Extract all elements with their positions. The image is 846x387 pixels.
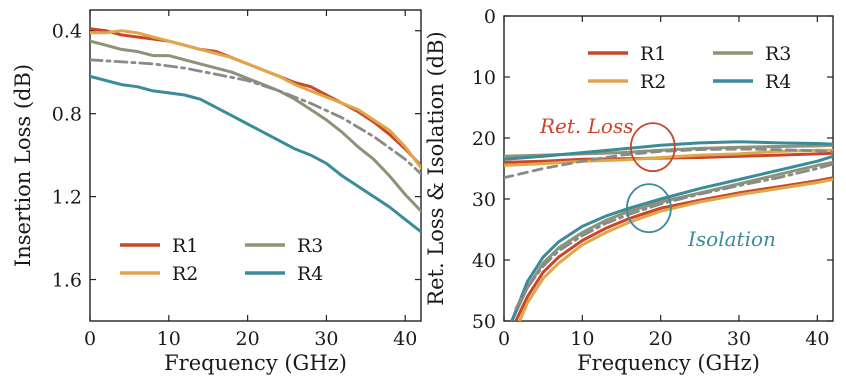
series-group bbox=[90, 27, 421, 234]
series-group bbox=[504, 140, 833, 321]
legend-label: R3 bbox=[297, 235, 323, 257]
series-line-model bbox=[90, 58, 421, 176]
return-loss-annotation: Ret. Loss bbox=[539, 114, 634, 138]
legend-label: R3 bbox=[765, 43, 791, 65]
y-tick-label: 40 bbox=[472, 250, 496, 272]
y-axis-label: Insertion Loss (dB) bbox=[11, 64, 35, 267]
y-tick-label: 1.6 bbox=[52, 270, 82, 292]
series-line-r1 bbox=[90, 27, 421, 167]
return-loss-isolation-chart: 0 10 20 30 40 0 10 20 30 40 50 Frequency (GHz) Ret. … bbox=[424, 6, 834, 375]
x-tick-label: 30 bbox=[727, 328, 751, 350]
x-tick-label: 30 bbox=[314, 328, 338, 350]
series-line-r4-isolation bbox=[510, 154, 833, 321]
x-tick-label: 20 bbox=[236, 328, 260, 350]
plot-frame bbox=[503, 15, 834, 322]
series-line-model-return-loss-model bbox=[504, 147, 833, 180]
insertion-loss-chart: 0 10 20 30 40 0.4 0.8 1.2 1.6 Frequency (GHz) Inse… bbox=[11, 9, 422, 375]
series-line-r4 bbox=[90, 74, 421, 234]
series-line-r2-isolation bbox=[518, 178, 833, 321]
legend-label: R1 bbox=[172, 235, 198, 257]
x-tick-label: 0 bbox=[84, 328, 96, 350]
legend-label: R1 bbox=[640, 43, 666, 65]
x-tick-label: 10 bbox=[157, 328, 181, 350]
x-tick-label: 20 bbox=[649, 328, 673, 350]
y-tick-label: 0 bbox=[484, 6, 496, 28]
series-line-r2 bbox=[90, 29, 421, 170]
legend-label: R4 bbox=[765, 71, 791, 93]
x-tick-label: 40 bbox=[393, 328, 417, 350]
x-axis-label: Frequency (GHz) bbox=[577, 351, 760, 375]
y-tick-label: 0.8 bbox=[52, 104, 82, 126]
series-line-r4-return-loss bbox=[504, 140, 833, 161]
x-tick-label: 40 bbox=[805, 328, 829, 350]
series-line-model-isolation-model bbox=[514, 162, 833, 311]
y-tick-label: 30 bbox=[472, 189, 496, 211]
y-tick-label: 10 bbox=[472, 67, 496, 89]
legend: R1 R2 R3 R4 bbox=[588, 43, 791, 93]
y-tick-label: 50 bbox=[472, 311, 496, 333]
series-line-r3 bbox=[90, 39, 421, 213]
y-tick-label: 20 bbox=[472, 128, 496, 150]
y-axis-label: Ret. Loss & Isolation (dB) bbox=[424, 31, 448, 305]
legend-label: R2 bbox=[640, 71, 666, 93]
series-line-r3-isolation bbox=[510, 160, 833, 321]
legend-label: R4 bbox=[297, 263, 323, 285]
legend-label: R2 bbox=[172, 263, 198, 285]
x-tick-label: 0 bbox=[498, 328, 510, 350]
y-tick-label: 0.4 bbox=[52, 21, 82, 43]
legend: R1 R2 R3 R4 bbox=[120, 235, 323, 285]
x-axis-label: Frequency (GHz) bbox=[164, 351, 347, 375]
isolation-annotation: Isolation bbox=[687, 227, 776, 251]
series-line-r2-return-loss bbox=[504, 148, 833, 167]
return-loss-highlight-ellipse bbox=[629, 122, 676, 173]
isolation-highlight-ellipse bbox=[626, 183, 672, 234]
x-tick-label: 10 bbox=[570, 328, 594, 350]
y-tick-label: 1.2 bbox=[52, 187, 82, 209]
